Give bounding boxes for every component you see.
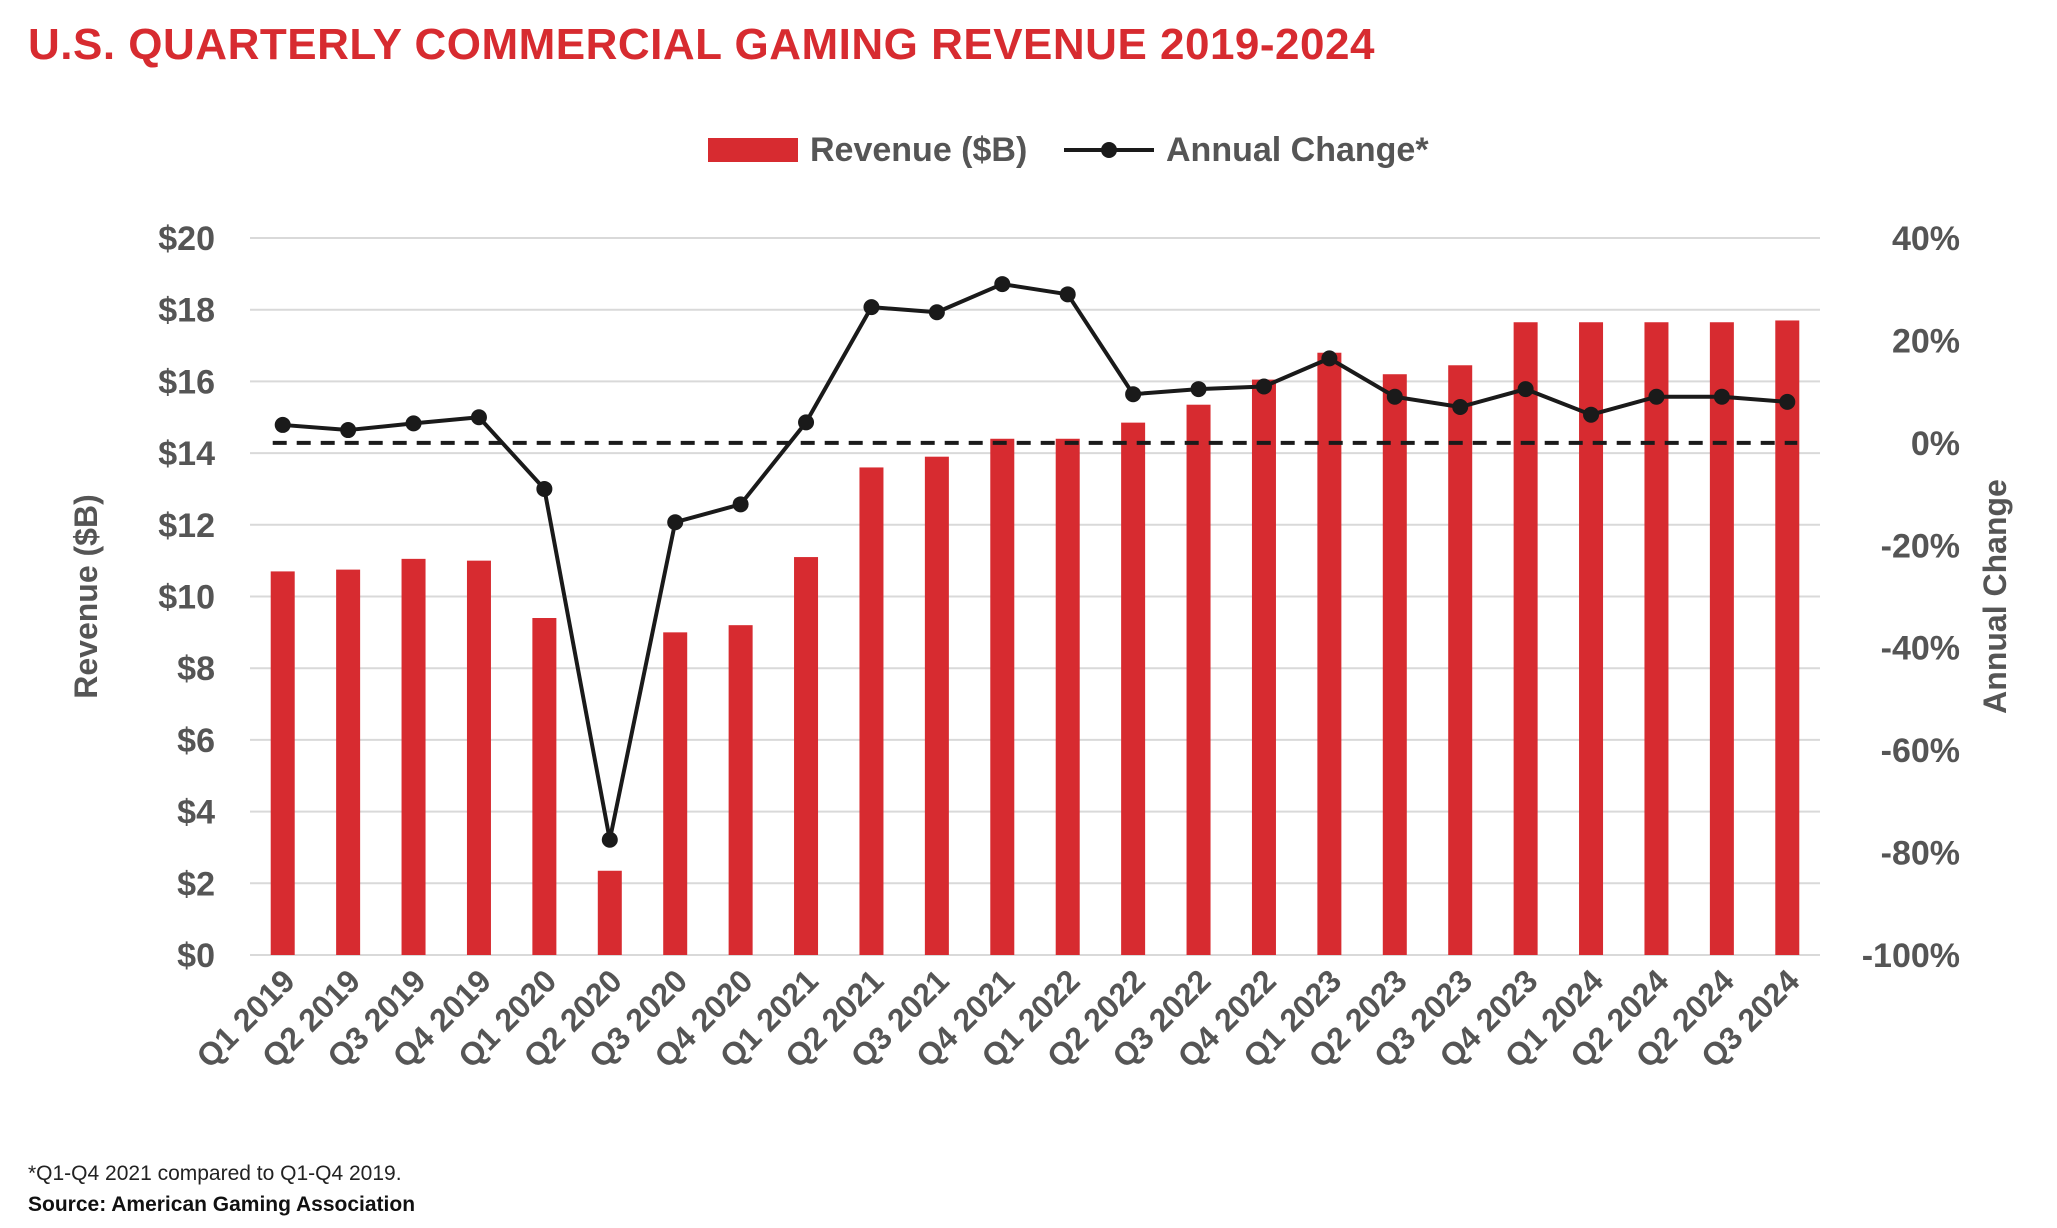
y-left-tick-label: $16 (158, 363, 215, 401)
point-annual-change (536, 480, 553, 497)
point-annual-change (667, 514, 684, 531)
point-annual-change (994, 276, 1011, 293)
point-annual-change (1386, 388, 1403, 405)
bar-revenue (728, 625, 753, 955)
source-note: Source: American Gaming Association (28, 1193, 416, 1216)
bar-revenue (401, 558, 426, 955)
bar-revenue (270, 571, 295, 955)
legend-swatch-revenue (708, 138, 798, 162)
bar-revenue (1644, 322, 1669, 955)
y-right-axis-title: Annual Change (1977, 479, 2013, 714)
point-annual-change (1648, 388, 1665, 405)
y-left-tick-label: $4 (177, 794, 215, 832)
point-annual-change (1583, 406, 1600, 423)
bar-revenue (1251, 379, 1276, 955)
y-left-tick-label: $8 (177, 650, 215, 688)
point-annual-change (1125, 386, 1142, 403)
y-right-tick-label: 20% (1892, 322, 1960, 360)
legend-label-change: Annual Change* (1166, 130, 1429, 169)
y-left-tick-label: $10 (158, 579, 215, 617)
series-line-annual-change (282, 282, 1788, 842)
y-right-tick-label: -80% (1881, 835, 1960, 873)
point-annual-change (732, 496, 749, 513)
bar-revenue (794, 557, 819, 955)
y-left-tick-label: $20 (158, 220, 215, 258)
bar-revenue (1709, 322, 1734, 955)
point-annual-change (1255, 378, 1272, 395)
bar-revenue (532, 618, 557, 955)
bar-revenue (336, 569, 361, 955)
bar-revenue (1513, 322, 1538, 955)
bar-revenue (1055, 438, 1080, 955)
y-right-tick-label: 0% (1911, 425, 1960, 463)
y-left-tick-label: $2 (177, 865, 215, 903)
bar-revenue (1186, 404, 1211, 955)
y-left-tick-label: $12 (158, 507, 215, 545)
point-annual-change (1452, 399, 1469, 416)
point-annual-change (1059, 286, 1076, 303)
y-right-tick-label: -100% (1862, 937, 1960, 975)
y-right-tick-label: 40% (1892, 220, 1960, 258)
point-annual-change (1779, 393, 1796, 410)
y-left-tick-label: $6 (177, 722, 215, 760)
bar-revenue (466, 560, 491, 955)
legend: Revenue ($B) Annual Change* (0, 120, 2057, 180)
point-annual-change (405, 415, 422, 432)
bar-revenue (1579, 322, 1604, 955)
bar-revenue (1121, 422, 1146, 955)
point-annual-change (863, 299, 880, 316)
footnote: *Q1-Q4 2021 compared to Q1-Q4 2019. (28, 1162, 402, 1185)
point-annual-change (470, 409, 487, 426)
bar-revenue (859, 467, 884, 955)
bar-revenue (663, 632, 688, 955)
point-annual-change (1713, 388, 1730, 405)
point-annual-change (340, 422, 357, 439)
bar-revenue (1317, 352, 1342, 956)
bar-revenue (1775, 320, 1800, 956)
point-annual-change (1190, 381, 1207, 398)
point-annual-change (1321, 350, 1338, 367)
y-right-tick-label: -40% (1881, 630, 1960, 668)
bar-revenue (1382, 374, 1407, 956)
y-left-axis-title: Revenue ($B) (68, 494, 104, 699)
y-left-tick-label: $0 (177, 937, 215, 975)
legend-item-revenue: Revenue ($B) (708, 120, 1027, 180)
bar-revenue (1448, 365, 1473, 956)
legend-label-revenue: Revenue ($B) (810, 130, 1028, 169)
y-left-tick-label: $14 (158, 435, 215, 473)
y-right-tick-label: -60% (1881, 732, 1960, 770)
bar-revenue (597, 870, 622, 955)
point-annual-change (798, 414, 815, 431)
point-annual-change (928, 304, 945, 321)
legend-swatch-change (1064, 142, 1154, 158)
legend-item-change: Annual Change* (1064, 120, 1429, 180)
point-annual-change (274, 416, 291, 433)
bar-revenue (924, 456, 949, 955)
point-annual-change (601, 831, 618, 848)
bar-revenue (990, 438, 1015, 955)
y-left-tick-label: $18 (158, 292, 215, 330)
chart-title: U.S. QUARTERLY COMMERCIAL GAMING REVENUE… (28, 20, 1375, 69)
point-annual-change (1517, 381, 1534, 398)
y-right-tick-label: -20% (1881, 527, 1960, 565)
